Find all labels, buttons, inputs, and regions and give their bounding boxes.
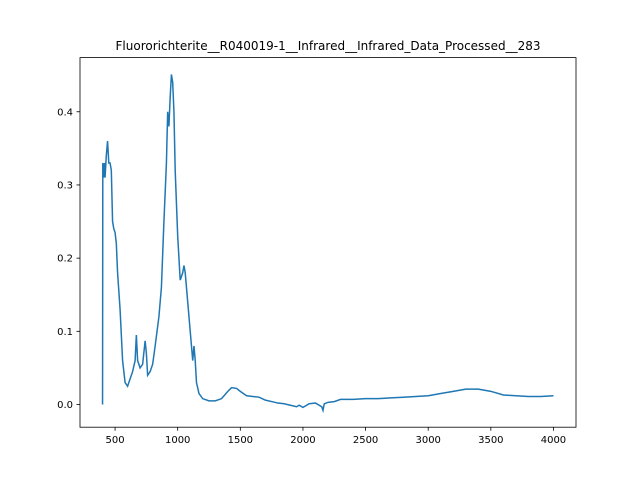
x-tick-label: 3000 bbox=[415, 435, 440, 446]
y-tick-label: 0.3 bbox=[57, 180, 73, 191]
y-tick-label: 0.4 bbox=[57, 107, 73, 118]
y-tick-label: 0.2 bbox=[57, 254, 73, 265]
x-tick-label: 4000 bbox=[541, 435, 566, 446]
x-tick-label: 500 bbox=[106, 435, 125, 446]
x-tick-label: 3500 bbox=[478, 435, 503, 446]
x-tick-label: 1000 bbox=[165, 435, 190, 446]
chart-title: Fluororichterite__R040019-1__Infrared__I… bbox=[116, 39, 541, 53]
x-tick-label: 2000 bbox=[290, 435, 315, 446]
line-series bbox=[101, 74, 554, 414]
x-tick-label: 1500 bbox=[228, 435, 253, 446]
y-tick-label: 0.1 bbox=[57, 327, 73, 338]
axes-frame bbox=[79, 57, 577, 428]
x-tick-label: 2500 bbox=[353, 435, 378, 446]
y-tick-label: 0.0 bbox=[57, 400, 73, 411]
